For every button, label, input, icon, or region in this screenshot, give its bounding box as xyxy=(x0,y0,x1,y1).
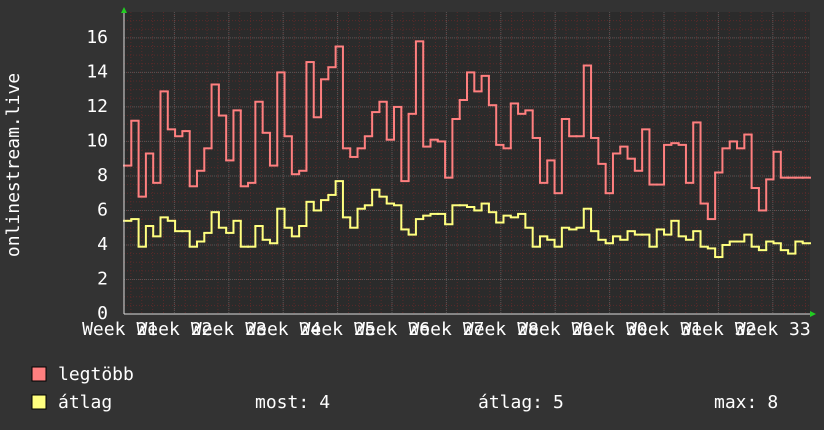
legend-label: átlag xyxy=(58,392,112,413)
y-tick-label: 10 xyxy=(86,130,108,151)
stat-value: 4 xyxy=(319,392,330,413)
legend-label: legtöbb xyxy=(58,364,134,385)
y-tick-label: 6 xyxy=(97,199,108,220)
y-tick-label: 0 xyxy=(97,303,108,324)
stat-value: 8 xyxy=(767,392,778,413)
x-tick-label: Week 21 xyxy=(82,319,158,340)
x-tick-label: Week 23 xyxy=(191,319,267,340)
x-tick-label: Week 22 xyxy=(136,319,212,340)
y-tick-label: 8 xyxy=(97,165,108,186)
y-tick-label: 4 xyxy=(97,234,108,255)
y-tick-label: 12 xyxy=(86,96,108,117)
y-axis-title: onlinestream.live xyxy=(3,73,24,257)
stat: átlag: 5 xyxy=(478,392,564,413)
legend: legtöbb átlag most: 4 átlag: 5 max: 8 xyxy=(31,364,778,413)
y-tick-label: 16 xyxy=(86,27,108,48)
x-tick-label: Week 27 xyxy=(408,319,484,340)
stat: max: 8 xyxy=(714,392,778,413)
y-tick-label: 2 xyxy=(97,268,108,289)
stat-label: most: xyxy=(255,392,309,413)
plot-area xyxy=(124,12,810,314)
stat-label: max: xyxy=(714,392,757,413)
x-tick-label: Week 31 xyxy=(626,319,702,340)
stat-value: 5 xyxy=(553,392,564,413)
y-tick-label: 14 xyxy=(86,61,108,82)
step-riser xyxy=(130,181,804,258)
x-tick-label: Week 26 xyxy=(354,319,430,340)
x-tick-label: Week 30 xyxy=(572,319,648,340)
stat: most: 4 xyxy=(255,392,330,413)
x-tick-label: Week 28 xyxy=(463,319,539,340)
stat-label: átlag: xyxy=(478,392,543,413)
x-tick-label: Week 32 xyxy=(680,319,756,340)
axis-arrow xyxy=(121,7,127,13)
axis-arrow xyxy=(810,311,816,317)
x-tick-label: Week 33 xyxy=(735,319,811,340)
legend-swatch xyxy=(31,366,47,382)
legend-swatch xyxy=(31,394,47,410)
x-tick-label: Week 29 xyxy=(517,319,593,340)
series-group xyxy=(123,40,811,259)
x-tick-label: Week 25 xyxy=(300,319,376,340)
x-tick-label: Week 24 xyxy=(245,319,321,340)
